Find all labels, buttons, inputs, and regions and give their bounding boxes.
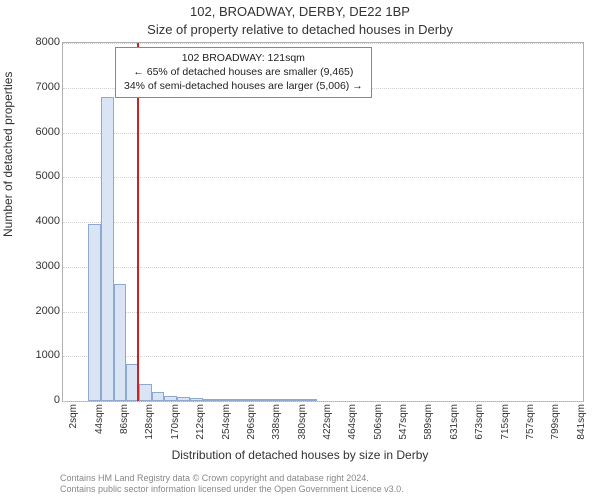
histogram-bar xyxy=(291,399,304,401)
grid-line xyxy=(63,401,583,402)
info-box: 102 BROADWAY: 121sqm← 65% of detached ho… xyxy=(115,47,372,98)
histogram-bar xyxy=(114,284,127,401)
x-tick-label: 86sqm xyxy=(119,404,130,434)
chart-subtitle: Size of property relative to detached ho… xyxy=(0,22,600,37)
x-tick-label: 506sqm xyxy=(373,404,384,440)
caption-line-1: Contains HM Land Registry data © Crown c… xyxy=(60,473,404,485)
x-tick-label: 254sqm xyxy=(221,404,232,440)
histogram-bar xyxy=(241,399,254,401)
y-tick-label: 8000 xyxy=(20,36,60,48)
histogram-bar xyxy=(215,399,228,401)
chart-container: 102, BROADWAY, DERBY, DE22 1BP Size of p… xyxy=(0,0,600,500)
y-tick-label: 2000 xyxy=(20,305,60,317)
info-box-line: ← 65% of detached houses are smaller (9,… xyxy=(124,65,363,79)
histogram-bar xyxy=(203,399,216,401)
caption-line-2: Contains public sector information licen… xyxy=(60,484,404,496)
y-tick-label: 7000 xyxy=(20,81,60,93)
grid-line xyxy=(63,356,583,357)
histogram-bar xyxy=(101,97,114,401)
histogram-bar xyxy=(88,224,101,401)
y-tick-label: 1000 xyxy=(20,349,60,361)
info-box-line: 34% of semi-detached houses are larger (… xyxy=(124,79,363,93)
x-tick-label: 422sqm xyxy=(322,404,333,440)
y-tick-label: 3000 xyxy=(20,260,60,272)
grid-line xyxy=(63,43,583,44)
grid-line xyxy=(63,312,583,313)
histogram-bar xyxy=(266,399,279,401)
x-tick-label: 128sqm xyxy=(144,404,155,440)
histogram-bar xyxy=(152,392,165,401)
histogram-bar xyxy=(279,399,292,401)
histogram-bar xyxy=(190,398,203,401)
histogram-bar xyxy=(304,399,317,401)
info-box-line: 102 BROADWAY: 121sqm xyxy=(124,51,363,65)
x-tick-label: 296sqm xyxy=(246,404,257,440)
histogram-bar xyxy=(177,397,190,401)
x-tick-label: 757sqm xyxy=(525,404,536,440)
x-tick-label: 170sqm xyxy=(170,404,181,440)
x-tick-label: 799sqm xyxy=(550,404,561,440)
x-tick-label: 380sqm xyxy=(297,404,308,440)
grid-line xyxy=(63,267,583,268)
y-tick-label: 6000 xyxy=(20,126,60,138)
grid-line xyxy=(63,133,583,134)
plot-area: 102 BROADWAY: 121sqm← 65% of detached ho… xyxy=(62,42,584,402)
x-tick-label: 631sqm xyxy=(449,404,460,440)
x-tick-label: 464sqm xyxy=(347,404,358,440)
grid-line xyxy=(63,222,583,223)
x-tick-label: 547sqm xyxy=(398,404,409,440)
x-tick-label: 44sqm xyxy=(94,404,105,434)
histogram-bar xyxy=(228,399,241,401)
chart-title: 102, BROADWAY, DERBY, DE22 1BP xyxy=(0,4,600,19)
caption: Contains HM Land Registry data © Crown c… xyxy=(60,473,404,496)
y-axis-label: Number of detached properties xyxy=(1,72,15,237)
x-tick-label: 212sqm xyxy=(195,404,206,440)
y-tick-label: 4000 xyxy=(20,215,60,227)
x-tick-label: 673sqm xyxy=(474,404,485,440)
x-tick-label: 589sqm xyxy=(423,404,434,440)
y-tick-label: 0 xyxy=(20,394,60,406)
x-tick-label: 841sqm xyxy=(576,404,587,440)
x-tick-label: 2sqm xyxy=(68,404,79,428)
x-tick-label: 338sqm xyxy=(271,404,282,440)
x-axis-label: Distribution of detached houses by size … xyxy=(0,448,600,462)
histogram-bar xyxy=(253,399,266,401)
histogram-bar xyxy=(139,384,152,401)
grid-line xyxy=(63,177,583,178)
histogram-bar xyxy=(164,396,177,401)
y-tick-label: 5000 xyxy=(20,170,60,182)
x-tick-label: 715sqm xyxy=(500,404,511,440)
